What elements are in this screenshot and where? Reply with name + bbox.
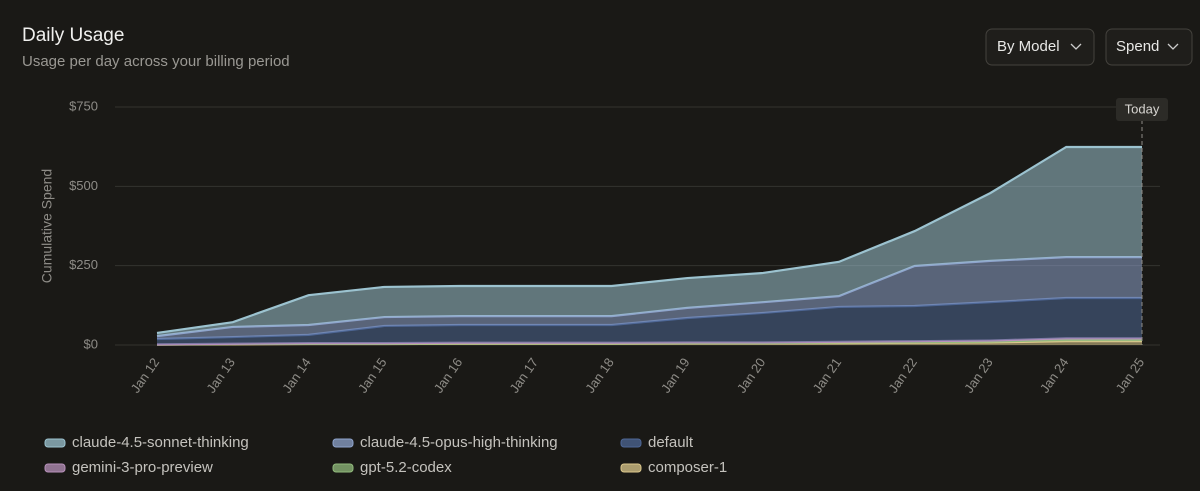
area [157,257,1142,339]
area-edge [156,255,1142,338]
y-tick-label: $750 [69,98,98,113]
x-tick-label: Jan 20 [734,355,769,396]
legend-swatch [44,463,66,473]
area [157,298,1142,345]
legend-swatch [332,463,354,473]
y-tick-label: $250 [69,257,98,272]
y-axis-title: Cumulative Spend [39,169,55,283]
group-by-button[interactable]: By Model [985,28,1095,66]
legend-label: default [648,434,694,451]
x-tick-label: Jan 15 [355,355,390,396]
today-label: Today [1125,101,1160,116]
legend-label: gemini-3-pro-preview [72,459,213,476]
x-tick-label: Jan 16 [431,355,466,396]
legend-swatch [332,438,354,448]
today-badge [1116,98,1168,121]
button-label[interactable]: By Model [997,38,1060,55]
x-tick-label: Jan 22 [885,355,920,396]
legend-label: claude-4.5-sonnet-thinking [72,434,249,451]
x-tick-label: Jan 12 [128,355,163,396]
x-tick-label: Jan 25 [1113,355,1148,396]
metric-button[interactable]: Spend [1105,28,1193,66]
x-tick-label: Jan 17 [506,355,541,396]
legend-label: composer-1 [648,459,727,476]
x-tick-label: Jan 18 [582,355,617,396]
legend-swatch [620,438,642,448]
button-frame[interactable] [1105,28,1193,66]
chevron[interactable] [1070,43,1082,50]
area [157,146,1142,337]
chart-title: Daily Usage [22,25,124,46]
x-tick-label: Jan 24 [1037,355,1072,396]
legend-label: gpt-5.2-codex [360,459,452,476]
y-tick-label: $500 [69,178,98,193]
x-tick-label: Jan 23 [961,355,996,396]
button-label[interactable]: Spend [1116,38,1159,55]
button-frame[interactable] [985,28,1095,66]
x-tick-label: Jan 19 [658,355,693,396]
legend-swatch [620,463,642,473]
chevron[interactable] [1167,43,1179,50]
x-tick-label: Jan 14 [279,355,314,396]
x-tick-label: Jan 13 [203,355,238,396]
chart-subtitle: Usage per day across your billing period [22,53,290,70]
legend-label: claude-4.5-opus-high-thinking [360,434,558,451]
x-tick-label: Jan 21 [810,355,845,396]
area-edge [156,145,1142,335]
y-tick-label: $0 [84,336,98,351]
legend-swatch [44,438,66,448]
